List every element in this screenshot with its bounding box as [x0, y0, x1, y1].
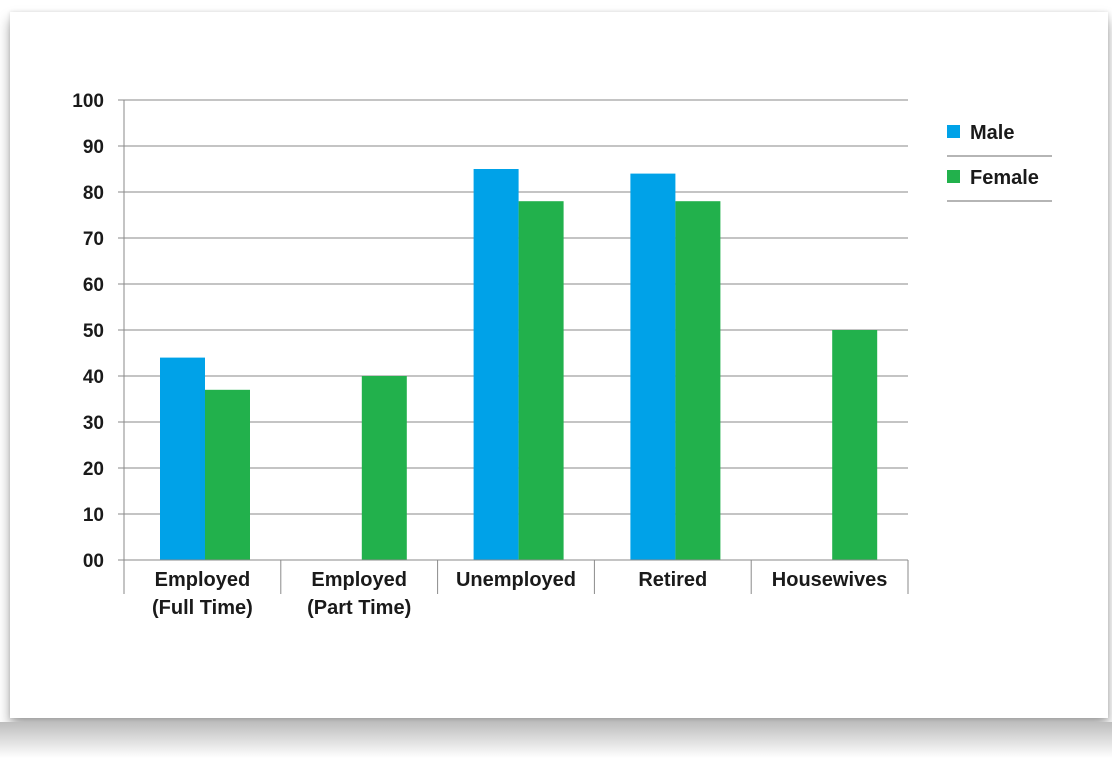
page-shadow [0, 722, 1112, 758]
y-tick-label: 90 [83, 137, 104, 158]
y-tick-label: 50 [83, 321, 104, 342]
y-tick-label: 80 [83, 183, 104, 204]
legend: Male Female [947, 122, 1052, 202]
legend-swatch-male [947, 125, 960, 138]
x-category-label: Housewives [772, 569, 888, 591]
legend-swatch-female [947, 170, 960, 183]
bar-male [160, 357, 205, 560]
x-category-label: Retired [638, 569, 707, 591]
y-tick-label: 60 [83, 275, 104, 296]
x-category-label: Employed [311, 569, 407, 591]
y-tick-label: 00 [83, 551, 104, 572]
bar-female [518, 201, 564, 560]
y-tick-label: 20 [83, 459, 104, 480]
bar-male [473, 169, 519, 560]
bars [160, 169, 878, 560]
y-axis-ticks: 00 10 20 30 40 50 60 70 80 90 100 [72, 91, 104, 572]
legend-label-male: Male [970, 122, 1014, 144]
y-tick-label: 70 [83, 229, 104, 250]
y-tick-label: 40 [83, 367, 104, 388]
y-tick-label: 10 [83, 505, 104, 526]
legend-label-female: Female [970, 167, 1039, 189]
bar-female [832, 330, 878, 560]
bar-female [205, 389, 250, 560]
y-tick-label: 100 [72, 91, 104, 112]
x-category-label: Employed [155, 569, 251, 591]
bar-female [675, 201, 721, 560]
x-category-label: (Full Time) [152, 597, 253, 619]
bar-female [361, 376, 407, 560]
x-category-label: (Part Time) [307, 597, 411, 619]
bar-male [630, 173, 676, 560]
y-tick-label: 30 [83, 413, 104, 434]
x-axis: Employed (Full Time) Employed (Part Time) Un… [123, 559, 909, 619]
x-category-label: Unemployed [456, 569, 576, 591]
